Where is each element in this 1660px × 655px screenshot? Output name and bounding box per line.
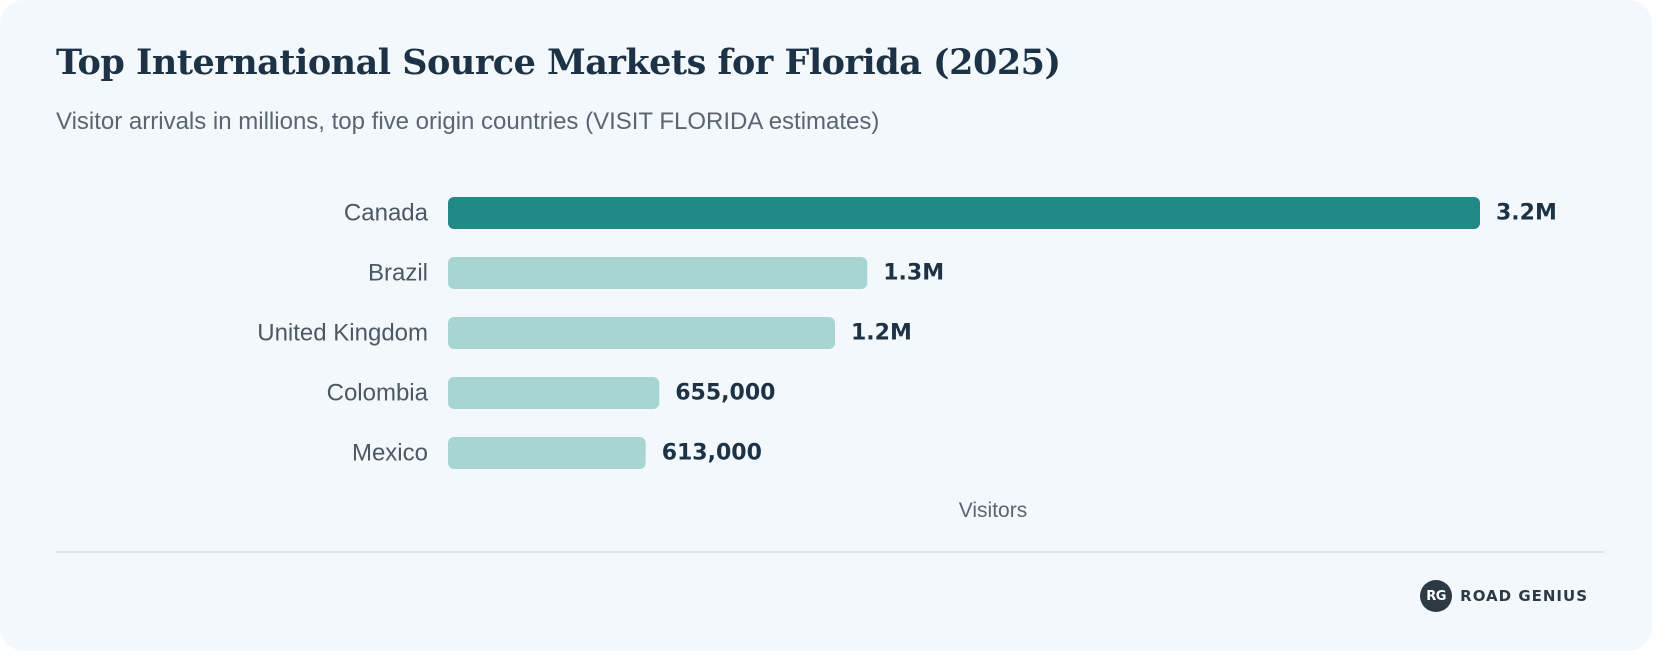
x-axis-label: Visitors <box>959 499 1027 522</box>
value-label-colombia: 655,000 <box>675 381 775 406</box>
category-label-brazil: Brazil <box>368 260 428 287</box>
chart-subtitle: Visitor arrivals in millions, top five o… <box>56 108 880 135</box>
bar-mexico <box>448 437 646 469</box>
bar-colombia <box>448 377 660 409</box>
brand-badge-icon: RG <box>1420 580 1453 612</box>
footer-divider <box>56 551 1604 553</box>
chart-title: Top International Source Markets for Flo… <box>56 42 1061 83</box>
value-label-brazil: 1.3M <box>883 261 944 286</box>
brand-name: ROAD GENIUS <box>1460 587 1588 605</box>
bar-united-kingdom <box>448 317 835 349</box>
bar-canada <box>448 197 1480 229</box>
value-label-united-kingdom: 1.2M <box>851 321 912 346</box>
value-label-canada: 3.2M <box>1496 201 1557 226</box>
brand-logo: RG ROAD GENIUS <box>1420 580 1588 612</box>
category-label-canada: Canada <box>344 200 429 227</box>
category-label-colombia: Colombia <box>327 380 429 407</box>
category-label-mexico: Mexico <box>352 440 428 467</box>
category-label-united-kingdom: United Kingdom <box>257 320 428 347</box>
value-label-mexico: 613,000 <box>662 441 762 466</box>
bar-chart: Canada 3.2M Brazil 1.3M United Kingdom 1.2M Co… <box>257 197 1557 522</box>
bar-brazil <box>448 257 868 289</box>
